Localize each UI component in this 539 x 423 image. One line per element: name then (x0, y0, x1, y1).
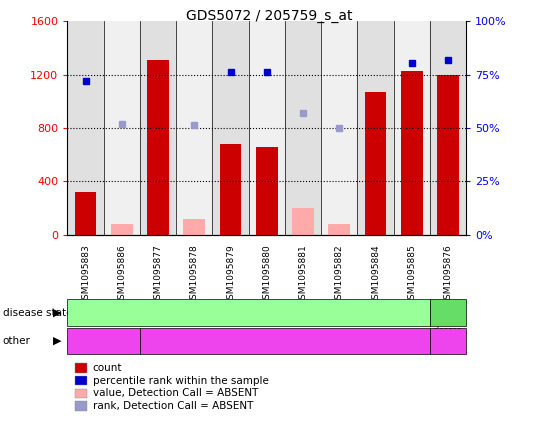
Text: percentile rank within the sample: percentile rank within the sample (93, 376, 268, 386)
Text: contro
l: contro l (434, 303, 462, 322)
Bar (183, 219, 205, 235)
Text: gleason
score
n/a: gleason score n/a (433, 326, 463, 356)
Bar (212, 21, 248, 235)
Text: prostate cancer: prostate cancer (205, 308, 293, 318)
Bar (393, 21, 430, 235)
Bar (437, 74, 459, 235)
Bar (220, 144, 241, 235)
Bar (365, 92, 386, 235)
Bar (285, 21, 321, 235)
Text: count: count (93, 363, 122, 373)
Bar (74, 192, 96, 235)
Bar (321, 21, 357, 235)
Text: rank, Detection Call = ABSENT: rank, Detection Call = ABSENT (93, 401, 253, 411)
Bar (140, 21, 176, 235)
Text: other: other (3, 336, 31, 346)
Bar (292, 208, 314, 235)
Bar (256, 147, 278, 235)
Bar (357, 21, 393, 235)
Text: GDS5072 / 205759_s_at: GDS5072 / 205759_s_at (186, 9, 353, 23)
Text: ▶: ▶ (53, 336, 62, 346)
Bar (111, 224, 133, 235)
Text: disease state: disease state (3, 308, 72, 318)
Text: gleason score 9: gleason score 9 (241, 336, 329, 346)
Bar (147, 60, 169, 235)
Bar (67, 21, 103, 235)
Text: ▶: ▶ (53, 308, 62, 318)
Text: gleason score 8: gleason score 8 (74, 336, 134, 346)
Bar (176, 21, 212, 235)
Bar (248, 21, 285, 235)
Bar (328, 224, 350, 235)
Bar (103, 21, 140, 235)
Bar (401, 71, 423, 235)
Bar (430, 21, 466, 235)
Text: value, Detection Call = ABSENT: value, Detection Call = ABSENT (93, 388, 258, 398)
